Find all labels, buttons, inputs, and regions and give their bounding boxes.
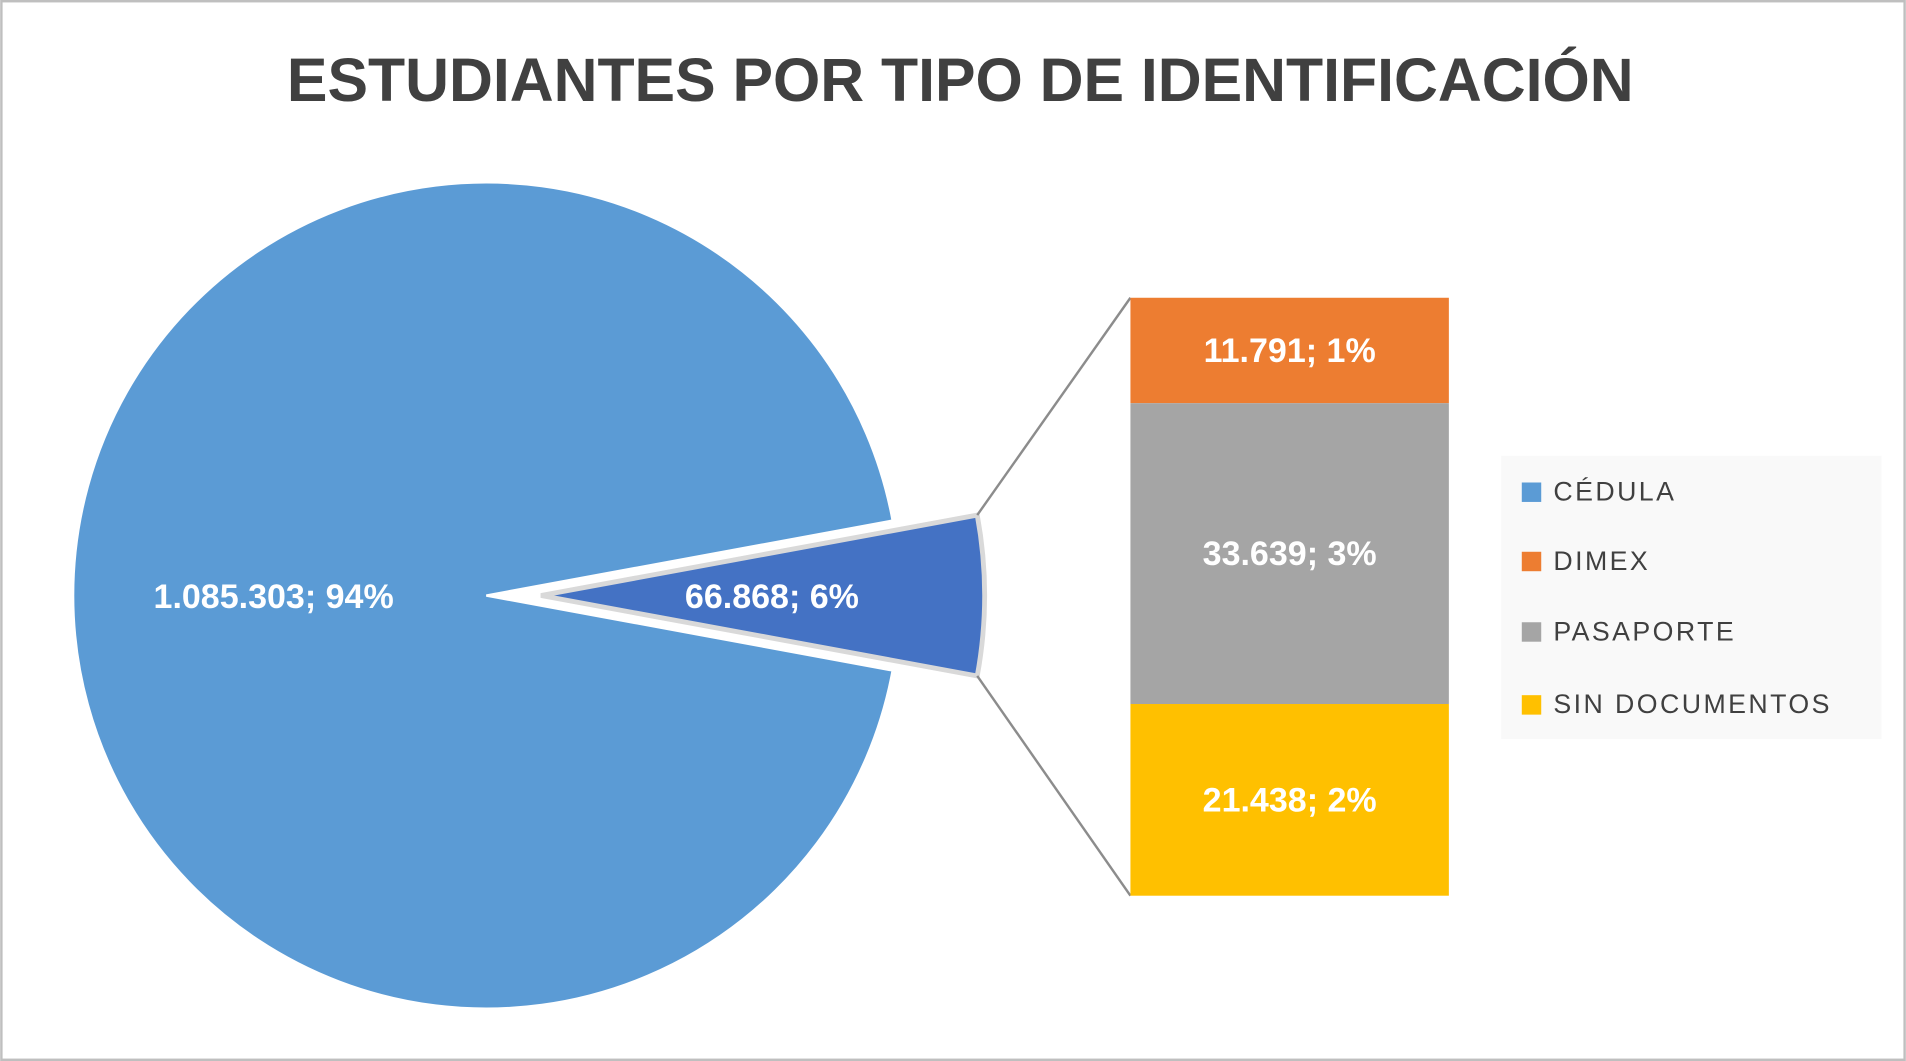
connector-line — [976, 675, 1132, 897]
data-label: 21.438; 2% — [1203, 781, 1377, 819]
legend-label: DIMEX — [1553, 546, 1650, 576]
data-label: 11.791; 1% — [1204, 332, 1376, 370]
bar-segment — [1130, 403, 1449, 705]
data-label: 66.868; 6% — [685, 578, 859, 616]
legend-label: SIN DOCUMENTOS — [1553, 689, 1831, 719]
legend-label: CÉDULA — [1553, 476, 1676, 506]
legend-swatch — [1521, 695, 1542, 715]
legend-swatch — [1521, 482, 1542, 502]
legend-swatch — [1521, 551, 1542, 572]
legend-swatch — [1521, 622, 1542, 642]
legend-label: PASAPORTE — [1553, 616, 1736, 646]
legend-box — [1501, 455, 1882, 739]
pie-slice — [71, 181, 895, 1010]
data-label: 33.639; 3% — [1203, 535, 1377, 573]
data-label: 1.085.303; 94% — [154, 578, 394, 616]
bar-segment — [1130, 297, 1449, 404]
bar-segment — [1130, 704, 1449, 896]
connector-line — [976, 297, 1132, 516]
pie-slice-other — [540, 512, 988, 679]
chart-title: ESTUDIANTES POR TIPO DE IDENTIFICACIÓN — [287, 46, 1634, 114]
